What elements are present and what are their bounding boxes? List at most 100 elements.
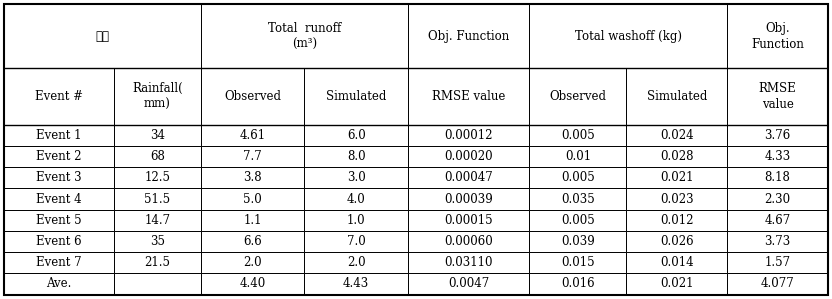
Bar — [408, 231, 529, 252]
Text: 0.035: 0.035 — [561, 193, 595, 206]
Text: 3.8: 3.8 — [244, 171, 262, 184]
Bar — [114, 273, 201, 295]
Text: 0.026: 0.026 — [660, 235, 694, 248]
Text: 0.005: 0.005 — [561, 214, 595, 227]
Bar — [201, 188, 305, 210]
Bar — [4, 4, 201, 68]
Text: 4.0: 4.0 — [347, 193, 365, 206]
Bar — [529, 210, 626, 231]
Text: Simulated: Simulated — [646, 90, 707, 103]
Bar — [201, 167, 305, 188]
Text: 5.0: 5.0 — [244, 193, 262, 206]
Bar — [305, 167, 408, 188]
Text: Obj. Function: Obj. Function — [428, 30, 509, 43]
Text: 0.021: 0.021 — [660, 171, 694, 184]
Bar — [408, 146, 529, 167]
Text: 8.18: 8.18 — [765, 171, 790, 184]
Bar — [114, 68, 201, 125]
Text: 1.57: 1.57 — [765, 256, 790, 269]
Text: Rainfall(
mm): Rainfall( mm) — [132, 82, 183, 111]
Text: Event 5: Event 5 — [37, 214, 82, 227]
Bar — [529, 273, 626, 295]
Text: 0.00060: 0.00060 — [444, 235, 493, 248]
Text: 12.5: 12.5 — [145, 171, 171, 184]
Bar — [305, 68, 408, 125]
Bar — [626, 68, 727, 125]
Text: 0.023: 0.023 — [660, 193, 694, 206]
Text: Observed: Observed — [225, 90, 281, 103]
Text: 2.0: 2.0 — [244, 256, 262, 269]
Text: 0.021: 0.021 — [660, 277, 694, 290]
Bar — [529, 231, 626, 252]
Text: 4.67: 4.67 — [765, 214, 790, 227]
Text: RMSE
value: RMSE value — [759, 82, 796, 111]
Text: 6.0: 6.0 — [347, 129, 365, 142]
Bar — [4, 210, 114, 231]
Bar — [4, 273, 114, 295]
Text: 2.0: 2.0 — [347, 256, 365, 269]
Bar — [727, 146, 828, 167]
Text: Event 4: Event 4 — [37, 193, 82, 206]
Bar — [529, 188, 626, 210]
Text: 0.014: 0.014 — [660, 256, 694, 269]
Bar — [114, 210, 201, 231]
Bar — [529, 252, 626, 273]
Bar — [201, 252, 305, 273]
Bar — [4, 188, 114, 210]
Bar — [305, 210, 408, 231]
Bar — [727, 68, 828, 125]
Text: 0.016: 0.016 — [561, 277, 595, 290]
Bar — [727, 4, 828, 68]
Text: Event 1: Event 1 — [37, 129, 82, 142]
Bar — [408, 4, 529, 68]
Text: 3.73: 3.73 — [765, 235, 790, 248]
Bar — [114, 231, 201, 252]
Bar — [626, 252, 727, 273]
Text: 0.00012: 0.00012 — [444, 129, 493, 142]
Text: 68: 68 — [150, 150, 165, 163]
Text: 2.30: 2.30 — [765, 193, 790, 206]
Text: Event 6: Event 6 — [37, 235, 82, 248]
Text: 21.5: 21.5 — [145, 256, 171, 269]
Bar — [114, 167, 201, 188]
Bar — [529, 146, 626, 167]
Text: 51.5: 51.5 — [145, 193, 171, 206]
Text: 6.6: 6.6 — [244, 235, 262, 248]
Text: 14.7: 14.7 — [145, 214, 171, 227]
Bar — [305, 188, 408, 210]
Bar — [201, 231, 305, 252]
Text: Event #: Event # — [35, 90, 83, 103]
Text: 0.01: 0.01 — [565, 150, 591, 163]
Bar — [727, 188, 828, 210]
Text: 4.43: 4.43 — [343, 277, 369, 290]
Bar — [626, 273, 727, 295]
Text: 1.0: 1.0 — [347, 214, 365, 227]
Text: 3.0: 3.0 — [347, 171, 365, 184]
Text: Simulated: Simulated — [326, 90, 386, 103]
Bar — [305, 231, 408, 252]
Text: 0.0047: 0.0047 — [448, 277, 489, 290]
Text: Total  runoff
(m³): Total runoff (m³) — [268, 22, 341, 51]
Bar — [727, 167, 828, 188]
Bar — [626, 125, 727, 146]
Bar — [201, 146, 305, 167]
Text: 4.40: 4.40 — [240, 277, 266, 290]
Text: 4.33: 4.33 — [765, 150, 790, 163]
Text: 0.00020: 0.00020 — [444, 150, 493, 163]
Bar — [305, 125, 408, 146]
Text: 0.012: 0.012 — [660, 214, 694, 227]
Text: 3.76: 3.76 — [765, 129, 790, 142]
Bar — [727, 273, 828, 295]
Bar — [201, 4, 408, 68]
Text: Event 7: Event 7 — [37, 256, 82, 269]
Bar — [4, 167, 114, 188]
Bar — [305, 273, 408, 295]
Text: 0.00047: 0.00047 — [444, 171, 493, 184]
Bar — [4, 252, 114, 273]
Text: RMSE value: RMSE value — [432, 90, 505, 103]
Bar — [727, 125, 828, 146]
Bar — [626, 146, 727, 167]
Bar — [626, 210, 727, 231]
Bar — [201, 125, 305, 146]
Bar — [114, 125, 201, 146]
